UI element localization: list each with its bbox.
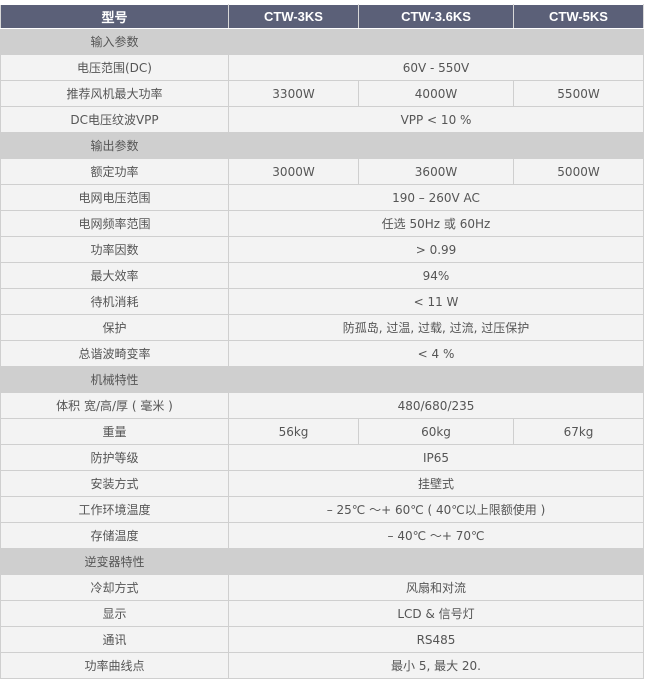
row-value: IP65: [228, 444, 644, 471]
table-row: 冷却方式 风扇和对流: [0, 574, 644, 601]
row-label: 显示: [0, 600, 229, 627]
row-value: 3600W: [358, 158, 514, 185]
row-value: 5500W: [513, 80, 644, 107]
table-row: 重量 56kg 60kg 67kg: [0, 418, 644, 445]
spec-table: 型号 CTW-3KS CTW-3.6KS CTW-5KS 输入参数 电压范围(DC…: [0, 4, 644, 679]
row-value: < 4 %: [228, 340, 644, 367]
section-fill: [228, 132, 644, 159]
section-title: 输出参数: [0, 132, 229, 159]
row-value: 67kg: [513, 418, 644, 445]
row-label: 最大效率: [0, 262, 229, 289]
section-row: 输入参数: [0, 28, 644, 55]
table-row: 安装方式 挂壁式: [0, 470, 644, 497]
header-model: CTW-3KS: [228, 4, 359, 29]
row-label: 体积 宽/高/厚 ( 毫米 ): [0, 392, 229, 419]
table-row: 电网频率范围 任选 50Hz 或 60Hz: [0, 210, 644, 237]
table-row: 显示 LCD & 信号灯: [0, 600, 644, 627]
table-row: 电网电压范围 190 – 260V AC: [0, 184, 644, 211]
section-row: 机械特性: [0, 366, 644, 393]
table-row: 功率因数 > 0.99: [0, 236, 644, 263]
table-row: 体积 宽/高/厚 ( 毫米 ) 480/680/235: [0, 392, 644, 419]
section-row: 输出参数: [0, 132, 644, 159]
row-value: – 25℃ ～+ 60℃ ( 40℃以上限额使用 ): [228, 496, 644, 523]
row-value: 挂壁式: [228, 470, 644, 497]
row-label: 总谐波畸变率: [0, 340, 229, 367]
section-title: 机械特性: [0, 366, 229, 393]
row-label: 冷却方式: [0, 574, 229, 601]
table-row: 功率曲线点 最小 5, 最大 20.: [0, 652, 644, 679]
row-label: 电压范围(DC): [0, 54, 229, 81]
row-label: 功率曲线点: [0, 652, 229, 679]
row-label: 工作环境温度: [0, 496, 229, 523]
row-value: < 11 W: [228, 288, 644, 315]
row-value: 防孤岛, 过温, 过载, 过流, 过压保护: [228, 314, 644, 341]
row-label: 防护等级: [0, 444, 229, 471]
table-row: 总谐波畸变率 < 4 %: [0, 340, 644, 367]
header-row: 型号 CTW-3KS CTW-3.6KS CTW-5KS: [0, 4, 644, 29]
row-value: 94%: [228, 262, 644, 289]
table-row: 电压范围(DC) 60V - 550V: [0, 54, 644, 81]
table-row: 工作环境温度 – 25℃ ～+ 60℃ ( 40℃以上限额使用 ): [0, 496, 644, 523]
row-label: 通讯: [0, 626, 229, 653]
table-row: DC电压纹波VPP VPP < 10 %: [0, 106, 644, 133]
row-value: 190 – 260V AC: [228, 184, 644, 211]
section-title: 逆变器特性: [0, 548, 229, 575]
row-value: 5000W: [513, 158, 644, 185]
section-fill: [228, 548, 644, 575]
row-value: RS485: [228, 626, 644, 653]
table-row: 推荐风机最大功率 3300W 4000W 5500W: [0, 80, 644, 107]
row-value: 4000W: [358, 80, 514, 107]
section-row: 逆变器特性: [0, 548, 644, 575]
row-value: 3300W: [228, 80, 359, 107]
table-row: 存储温度 – 40℃ ～+ 70℃: [0, 522, 644, 549]
table-row: 防护等级 IP65: [0, 444, 644, 471]
table-row: 待机消耗 < 11 W: [0, 288, 644, 315]
row-label: DC电压纹波VPP: [0, 106, 229, 133]
row-value: 60kg: [358, 418, 514, 445]
row-value: 60V - 550V: [228, 54, 644, 81]
header-model-label: 型号: [0, 4, 229, 29]
row-label: 保护: [0, 314, 229, 341]
row-value: 最小 5, 最大 20.: [228, 652, 644, 679]
table-row: 保护 防孤岛, 过温, 过载, 过流, 过压保护: [0, 314, 644, 341]
row-value: VPP < 10 %: [228, 106, 644, 133]
row-value: 480/680/235: [228, 392, 644, 419]
section-title: 输入参数: [0, 28, 229, 55]
row-label: 电网频率范围: [0, 210, 229, 237]
row-value: 风扇和对流: [228, 574, 644, 601]
row-value: – 40℃ ～+ 70℃: [228, 522, 644, 549]
header-model: CTW-5KS: [513, 4, 644, 29]
table-row: 额定功率 3000W 3600W 5000W: [0, 158, 644, 185]
table-row: 最大效率 94%: [0, 262, 644, 289]
table-row: 通讯 RS485: [0, 626, 644, 653]
row-label: 推荐风机最大功率: [0, 80, 229, 107]
row-label: 电网电压范围: [0, 184, 229, 211]
row-label: 功率因数: [0, 236, 229, 263]
section-fill: [228, 28, 644, 55]
row-label: 重量: [0, 418, 229, 445]
row-label: 待机消耗: [0, 288, 229, 315]
row-value: 3000W: [228, 158, 359, 185]
row-value: > 0.99: [228, 236, 644, 263]
row-label: 安装方式: [0, 470, 229, 497]
header-model: CTW-3.6KS: [358, 4, 514, 29]
row-label: 存储温度: [0, 522, 229, 549]
row-value: LCD & 信号灯: [228, 600, 644, 627]
section-fill: [228, 366, 644, 393]
row-value: 56kg: [228, 418, 359, 445]
row-value: 任选 50Hz 或 60Hz: [228, 210, 644, 237]
row-label: 额定功率: [0, 158, 229, 185]
